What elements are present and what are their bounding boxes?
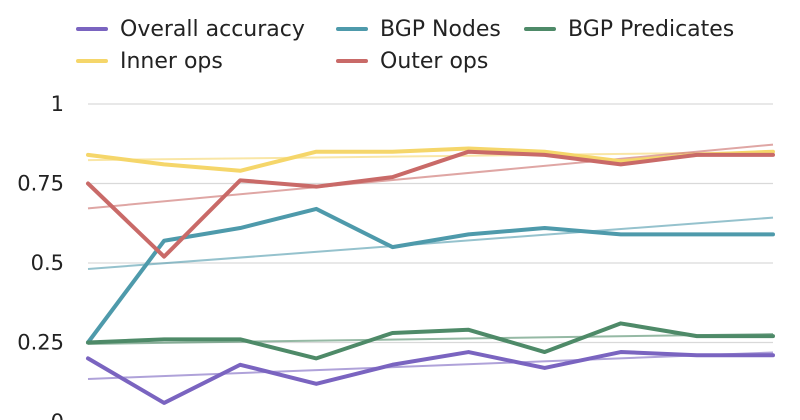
trend-line-0 xyxy=(87,351,774,380)
legend-swatch-bgp-nodes xyxy=(336,27,368,31)
y-tick-label-2: 0.5 xyxy=(31,251,64,275)
series-line-4 xyxy=(86,149,775,259)
legend-swatch-bgp-predicates xyxy=(524,27,556,31)
trend-lines xyxy=(87,143,774,380)
legend-item-overall-accuracy: Overall accuracy xyxy=(76,14,305,44)
chart-legend: Overall accuracy BGP Nodes BGP Predicate… xyxy=(0,0,800,90)
legend-item-inner-ops: Inner ops xyxy=(76,46,223,76)
legend-swatch-inner-ops xyxy=(76,59,108,63)
series-lines xyxy=(86,146,775,405)
series-line-2 xyxy=(86,321,775,361)
trend-line-1 xyxy=(87,216,774,270)
y-tick-label-1: 0.25 xyxy=(17,331,64,355)
legend-label-bgp-nodes: BGP Nodes xyxy=(380,16,501,42)
y-axis-tick-labels: 0 0.25 0.5 0.75 1 xyxy=(17,92,64,420)
legend-item-outer-ops: Outer ops xyxy=(336,46,488,76)
legend-label-outer-ops: Outer ops xyxy=(380,48,489,74)
legend-label-inner-ops: Inner ops xyxy=(120,48,223,74)
y-tick-label-0: 0 xyxy=(51,410,64,420)
legend-swatch-outer-ops xyxy=(336,59,368,63)
series-line-0 xyxy=(86,350,775,405)
legend-swatch-overall-accuracy xyxy=(76,27,108,31)
trend-line-4 xyxy=(87,143,774,210)
y-tick-label-3: 0.75 xyxy=(17,172,64,196)
legend-item-bgp-nodes: BGP Nodes xyxy=(336,14,501,44)
trend-line-3 xyxy=(87,151,774,162)
y-tick-label-4: 1 xyxy=(51,92,64,116)
legend-item-bgp-predicates: BGP Predicates xyxy=(524,14,734,44)
trend-line-2 xyxy=(87,333,774,345)
legend-label-bgp-predicates: BGP Predicates xyxy=(568,16,735,42)
legend-label-overall-accuracy: Overall accuracy xyxy=(120,16,305,42)
series-line-1 xyxy=(86,206,775,345)
